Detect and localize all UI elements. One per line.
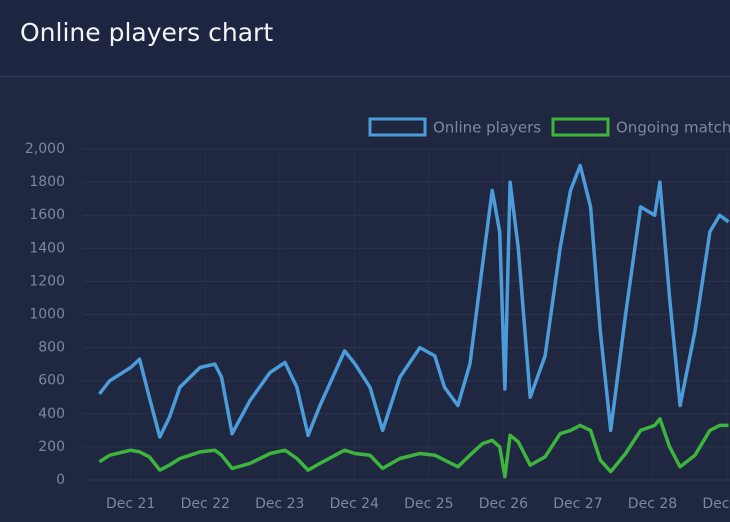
legend-swatch xyxy=(551,117,610,137)
y-tick-label: 400 xyxy=(38,406,65,422)
panel-title: Online players chart xyxy=(20,18,273,47)
y-tick-label: 200 xyxy=(38,439,65,455)
series-line xyxy=(98,417,729,479)
x-tick-label: Dec 21 xyxy=(106,496,155,512)
y-tick-label: 1000 xyxy=(29,307,65,323)
y-tick-label: 1400 xyxy=(29,240,65,256)
y-tick-label: 800 xyxy=(38,340,65,356)
y-tick-label: 600 xyxy=(38,373,65,389)
y-tick-label: 1200 xyxy=(29,273,65,289)
x-tick-label: Dec 22 xyxy=(181,496,230,512)
x-tick-label: Dec 28 xyxy=(628,496,677,512)
x-tick-label: Dec 23 xyxy=(255,496,304,512)
x-tick-label: Dec 26 xyxy=(479,496,528,512)
header-background xyxy=(0,0,730,76)
x-tick-label: Dec 29 xyxy=(702,496,730,512)
legend-label: Ongoing matches xyxy=(616,119,730,137)
y-tick-label: 2,000 xyxy=(25,141,65,157)
y-tick-label: 1800 xyxy=(29,174,65,190)
x-tick-label: Dec 27 xyxy=(553,496,602,512)
x-tick-label: Dec 24 xyxy=(330,496,379,512)
series-line xyxy=(98,163,730,439)
x-tick-label: Dec 25 xyxy=(404,496,453,512)
y-tick-label: 1600 xyxy=(29,207,65,223)
y-tick-label: 0 xyxy=(56,472,65,488)
legend-label: Online players xyxy=(433,119,541,137)
legend-swatch xyxy=(368,117,427,137)
